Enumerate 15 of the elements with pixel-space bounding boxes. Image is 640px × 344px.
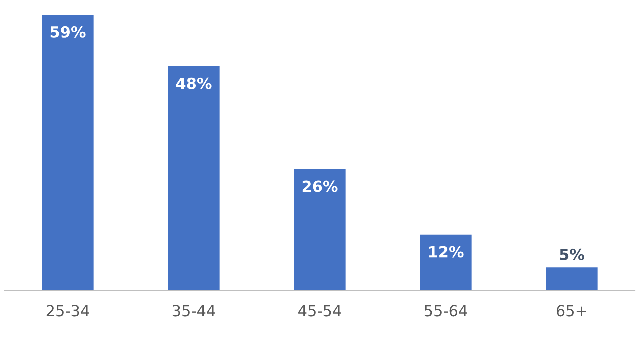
data-label: 26% [302,180,338,192]
x-tick-label: 25-34 [46,305,90,317]
bar [546,268,598,291]
data-label: 48% [176,78,212,90]
data-label: 12% [429,246,464,258]
x-tick-label: 55-64 [424,305,468,317]
data-label: 5% [560,248,584,260]
bar [168,66,220,291]
x-tick-label: 65+ [556,305,586,317]
bar [42,15,94,291]
x-tick-label: 45-54 [298,305,342,317]
x-tick-label: 35-44 [172,305,216,317]
bar [420,234,472,291]
bar [294,169,346,291]
data-label: 59% [50,26,86,38]
